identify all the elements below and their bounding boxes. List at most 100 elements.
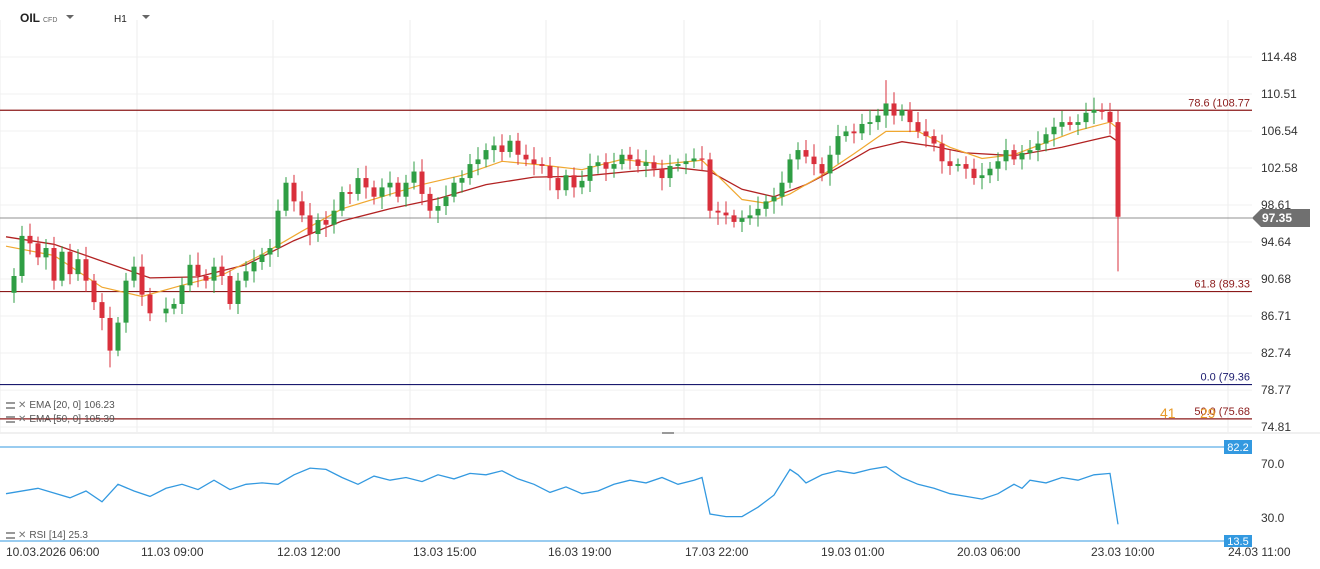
remove-indicator-icon[interactable]: ✕: [18, 530, 27, 541]
rsi-line: [5, 466, 1119, 525]
candle-body: [395, 182, 401, 197]
price-tick-label: 106.54: [1261, 124, 1298, 138]
symbol-dropdown-icon[interactable]: [66, 15, 74, 19]
remove-indicator-icon[interactable]: ✕: [18, 414, 27, 425]
candle-body: [515, 140, 521, 155]
price-tick-label: 78.77: [1261, 383, 1291, 397]
ema50-path: [5, 135, 1119, 279]
fibonacci-levels[interactable]: 78.6 (108.77 61.8 (89.33 0.0 (79.36 50.0 (7…: [0, 97, 1252, 420]
candle-body: [67, 251, 73, 275]
candle-body: [579, 180, 585, 188]
candle-body: [707, 159, 713, 211]
timeframe-dropdown-icon[interactable]: [142, 15, 150, 19]
candle-body: [531, 159, 537, 165]
candle-body: [235, 280, 241, 304]
symbol-name: OIL: [20, 11, 40, 25]
candle-body: [1019, 152, 1025, 160]
candle-body: [75, 259, 81, 275]
price-tick-label: 74.81: [1261, 420, 1291, 434]
overlay-number-a: 41: [1160, 405, 1176, 421]
candle-body: [747, 215, 753, 219]
indicator-settings-icon[interactable]: [6, 416, 15, 423]
candle-body: [571, 175, 577, 188]
legend-ema20: ✕ EMA [20, 0] 106.23: [6, 400, 115, 411]
rsi-tick-label: 30.0: [1261, 511, 1285, 525]
symbol-type: CFD: [43, 17, 58, 24]
candle-body: [555, 178, 561, 191]
candle-body: [243, 271, 249, 281]
time-tick-label: 17.03 22:00: [685, 545, 749, 559]
candle-body: [299, 201, 305, 216]
time-tick-label: 10.03.2026 06:00: [6, 545, 100, 559]
candle-body: [827, 154, 833, 174]
indicator-settings-icon[interactable]: [6, 532, 15, 539]
ema20-line: [5, 121, 1119, 298]
candle-body: [11, 275, 17, 293]
candle-body: [275, 210, 281, 249]
candle-body: [1051, 126, 1057, 135]
candle-body: [251, 262, 257, 272]
candle-body: [27, 235, 33, 244]
ema50-label: EMA [50, 0]: [29, 414, 82, 425]
candle-body: [899, 109, 905, 116]
candle-body: [403, 182, 409, 197]
time-tick-label: 11.03 09:00: [141, 545, 204, 559]
candle-body: [99, 302, 105, 318]
candle-body: [907, 109, 913, 123]
candle-body: [971, 168, 977, 179]
fib-level-label: 50.0 (75.68: [1194, 406, 1250, 418]
candle-body: [59, 251, 65, 281]
rsi-upper-tag: [1224, 440, 1252, 454]
time-tick-label: 16.03 19:00: [548, 545, 612, 559]
candle-body: [803, 150, 809, 157]
candle-body: [323, 220, 329, 225]
candle-body: [963, 164, 969, 169]
candle-body: [1043, 134, 1049, 144]
candle-body: [435, 206, 441, 211]
candle-body: [267, 248, 273, 255]
fib-level-label: 61.8 (89.33: [1194, 279, 1250, 291]
ema50-line: [5, 135, 1119, 279]
rsi-grid: [0, 446, 1252, 542]
candle-body: [955, 164, 961, 166]
candle-body: [1075, 122, 1081, 125]
candle-body: [723, 212, 729, 216]
current-price-label: 97.35: [1262, 211, 1292, 225]
candle-body: [387, 182, 393, 188]
timeframe-selector[interactable]: H1: [114, 14, 127, 25]
candle-body: [523, 154, 529, 160]
time-tick-label: 20.03 06:00: [957, 545, 1021, 559]
ema20-path: [5, 121, 1119, 298]
candle-body: [483, 150, 489, 160]
candle-body: [1059, 122, 1065, 127]
price-tick-label: 110.51: [1261, 87, 1297, 101]
symbol-selector[interactable]: OIL CFD: [20, 11, 57, 25]
candle-body: [35, 243, 41, 258]
fib-level-label: 78.6 (108.77: [1188, 97, 1250, 109]
candle-body: [979, 175, 985, 179]
candle-body: [203, 275, 209, 281]
ema50-value: 105.39: [84, 414, 115, 425]
grid-lines: [0, 20, 1252, 432]
rsi-lower-tag: [1224, 535, 1252, 547]
candle-body: [499, 145, 505, 152]
candle-body: [811, 156, 817, 165]
indicator-settings-icon[interactable]: [6, 402, 15, 409]
candle-body: [819, 164, 825, 174]
candle-body: [731, 215, 737, 222]
remove-indicator-icon[interactable]: ✕: [18, 400, 27, 411]
time-tick-label: 24.03 11:00: [1228, 545, 1291, 559]
legend-rsi: ✕ RSI [14] 25.3: [6, 530, 88, 541]
candlesticks: [11, 80, 1121, 368]
candle-body: [139, 266, 145, 295]
candle-body: [427, 193, 433, 211]
candle-body: [283, 182, 289, 211]
candle-body: [187, 264, 193, 286]
candle-body: [363, 178, 369, 188]
time-tick-label: 12.03 12:00: [277, 545, 341, 559]
time-axis: 10.03.2026 06:00 11.03 09:00 12.03 12:00 13…: [6, 545, 1291, 559]
candle-body: [667, 165, 673, 179]
candle-body: [739, 218, 745, 222]
candle-body: [227, 275, 233, 304]
